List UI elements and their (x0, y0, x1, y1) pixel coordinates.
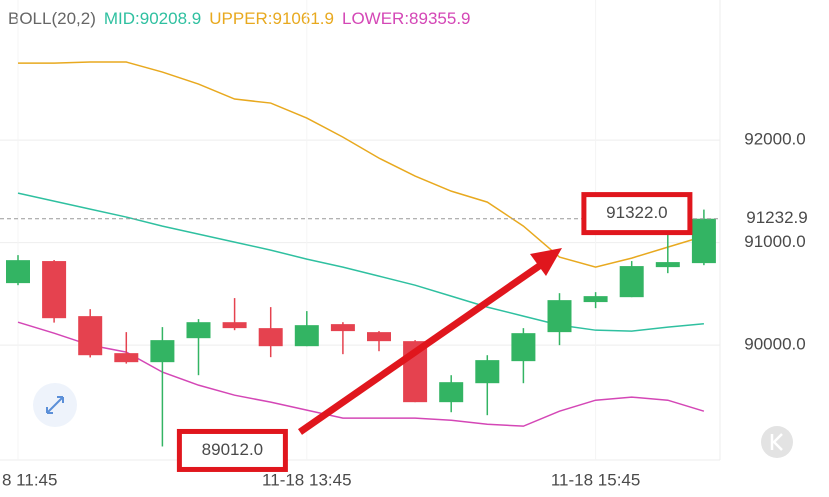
candle-body (42, 261, 67, 319)
candle-body (655, 262, 680, 268)
indicator-title: BOLL(20,2) (8, 9, 96, 28)
back-icon[interactable] (770, 433, 783, 451)
back-button[interactable] (761, 426, 793, 458)
legend-entry: MID:90208.9 (104, 9, 201, 28)
candle-body (583, 296, 608, 303)
candle-body (619, 266, 644, 298)
arrow-head (530, 248, 562, 276)
annotation-label: 91322.0 (606, 203, 667, 222)
candle-body (222, 322, 247, 329)
annotation-box (581, 192, 693, 236)
candle-body (78, 316, 103, 356)
legend-entry: UPPER:91061.9 (209, 9, 334, 28)
legend: BOLL(20,2) MID:90208.9 UPPER:91061.9 LOWER:… (8, 9, 471, 28)
band-line (17, 192, 704, 332)
candle-body (330, 324, 355, 332)
expand-button[interactable] (33, 383, 77, 427)
back-bg[interactable] (761, 426, 793, 458)
y-tick-label: 90000.0 (744, 335, 805, 354)
annotation-box (176, 428, 288, 472)
candle-body (691, 218, 716, 264)
last-price-label: 91232.9 (746, 208, 807, 227)
candle-body (475, 360, 500, 384)
x-tick-label: 11-18 13:45 (262, 470, 351, 489)
candle-body (511, 333, 536, 362)
expand-icon[interactable] (46, 396, 64, 414)
candle-body (6, 260, 30, 284)
legend-entry: LOWER:89355.9 (342, 9, 471, 28)
band-line (18, 61, 705, 268)
candle-body (294, 325, 319, 347)
y-tick-label: 91000.0 (744, 232, 805, 251)
y-tick-label: 92000.0 (744, 130, 805, 149)
last-price-bg (726, 206, 826, 231)
x-tick-label: 11-18 15:45 (551, 470, 640, 489)
candle-body (150, 340, 175, 363)
annotation-label: 89012.0 (202, 440, 263, 459)
candle-body (258, 328, 283, 347)
x-tick-label: 8 11:45 (2, 470, 57, 489)
candle-body (186, 322, 211, 339)
arrow-shaft (298, 259, 547, 435)
candle-body (439, 382, 464, 403)
candle-body (114, 353, 139, 363)
candle-body (367, 332, 391, 342)
candle-body (547, 300, 572, 333)
